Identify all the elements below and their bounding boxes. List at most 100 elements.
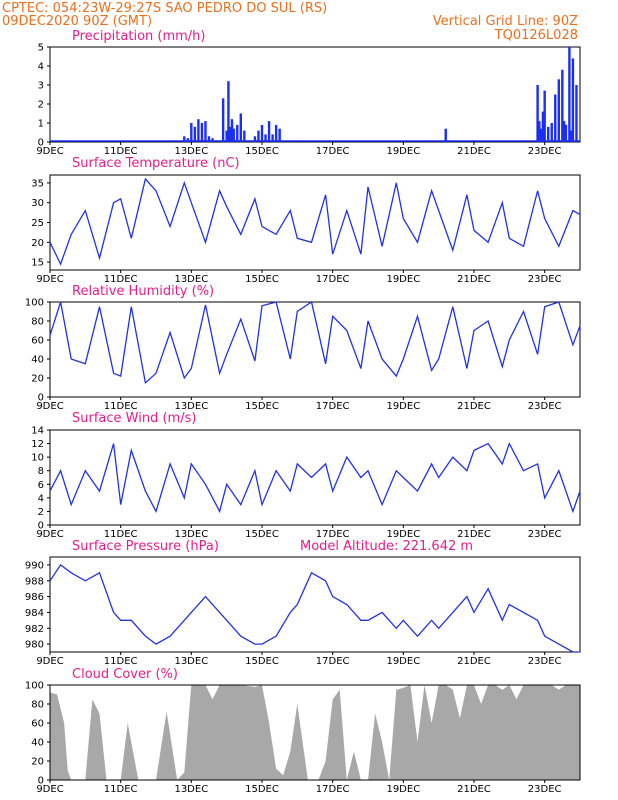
pressure-xtick-label: 13DEC: [174, 656, 208, 667]
precip-bar: [200, 123, 204, 142]
pressure-ytick-label: 990: [25, 560, 44, 571]
wind-ytick-label: 6: [38, 480, 44, 491]
precip-bar: [211, 138, 214, 142]
temp-xtick-label: 11DEC: [104, 274, 138, 285]
precip-bar: [183, 136, 186, 142]
pressure-series-line: [49, 563, 580, 653]
precip-bar: [543, 90, 546, 142]
wind-xtick-label: 13DEC: [174, 529, 208, 540]
rh-ytick-label: 80: [31, 317, 44, 328]
precip-bar: [197, 119, 200, 142]
temp-panel: 15 20 25 30 35 9DEC 11DEC 13DEC 15DEC 17DEC 19DEC 2…: [31, 174, 581, 285]
rh-xtick-label: 9DEC: [36, 401, 63, 412]
precip-bar: [260, 124, 264, 142]
precip-bar: [536, 85, 539, 142]
precip-bar: [225, 130, 228, 142]
rh-ytick-label: 100: [25, 298, 44, 309]
header-date: 09DEC2020 90Z (GMT): [2, 14, 152, 29]
precip-ytick-label: 4: [38, 62, 44, 73]
pressure-ytick-label: 984: [25, 608, 44, 619]
rh-series-line: [49, 300, 581, 385]
cloud-series-area: [50, 685, 580, 780]
temp-xtick-label: 19DEC: [386, 274, 420, 285]
pressure-panel: 980 982 984 986 988 990 9DEC 11DEC 13DEC 15DEC 17D…: [25, 556, 581, 667]
pressure-ytick-label: 986: [25, 592, 44, 603]
pressure-xtick-label: 15DEC: [245, 656, 279, 667]
temp-xtick-label: 13DEC: [174, 274, 208, 285]
precip-bar: [550, 123, 553, 142]
cloud-xtick-label: 9DEC: [36, 784, 63, 795]
precip-bar: [207, 136, 211, 142]
model-altitude: Model Altitude: 221.642 m: [300, 539, 473, 554]
rh-ytick-label: 20: [31, 374, 44, 385]
precip-bar: [230, 119, 234, 142]
rh-xtick-label: 19DEC: [386, 401, 420, 412]
wind-xtick-label: 23DEC: [528, 529, 562, 540]
wind-ytick-label: 0: [38, 521, 44, 532]
rh-xtick-label: 17DEC: [316, 401, 350, 412]
precip-ytick-label: 0: [38, 138, 44, 149]
precip-bar: [444, 128, 447, 142]
pressure-title: Surface Pressure (hPa): [72, 539, 219, 554]
precip-bar: [193, 126, 197, 142]
precip-bar: [257, 130, 260, 142]
temp-xtick-label: 15DEC: [245, 274, 279, 285]
pressure-xtick-label: 11DEC: [104, 656, 138, 667]
wind-ytick-label: 14: [31, 426, 44, 437]
pressure-frame: [49, 556, 581, 653]
cloud-ytick-label: 20: [31, 757, 44, 768]
rh-xtick-label: 23DEC: [528, 401, 562, 412]
cloud-xtick-label: 15DEC: [245, 784, 279, 795]
cloud-ytick-label: 40: [31, 738, 44, 749]
wind-xtick-label: 9DEC: [36, 529, 63, 540]
cloud-ytick-label: 80: [31, 700, 44, 711]
precip-bar: [190, 123, 193, 142]
wind-ytick-label: 2: [38, 507, 44, 518]
rh-title: Relative Humidity (%): [72, 284, 214, 299]
wind-xtick-label: 21DEC: [457, 529, 491, 540]
temp-xtick-label: 9DEC: [36, 274, 63, 285]
pressure-ytick-label: 988: [25, 576, 44, 587]
precip-xtick-label: 9DEC: [36, 146, 63, 157]
precip-xtick-label: 19DEC: [386, 146, 420, 157]
precip-panel: 0 1 2 3 4 5 9DEC 11DEC 13DEC 15DEC 17DEC 19DEC 21DEC…: [36, 43, 581, 157]
precip-bar: [227, 81, 230, 142]
rh-xtick-label: 15DEC: [245, 401, 279, 412]
rh-xtick-label: 11DEC: [104, 401, 138, 412]
rh-ytick-label: 40: [31, 355, 44, 366]
cloud-frame-top: [49, 684, 581, 781]
rh-ytick-label: 60: [31, 336, 44, 347]
header-grid-line: Vertical Grid Line: 90Z: [433, 14, 578, 29]
precip-bar: [541, 111, 545, 142]
temp-series-line: [49, 177, 581, 266]
precip-bar: [557, 79, 560, 142]
precip-xtick-label: 17DEC: [316, 146, 350, 157]
precip-bar: [538, 121, 541, 142]
temp-xtick-label: 23DEC: [528, 274, 562, 285]
rh-frame: [49, 301, 581, 398]
pressure-xtick-label: 17DEC: [316, 656, 350, 667]
precip-bar: [253, 136, 257, 142]
pressure-xtick-label: 23DEC: [528, 656, 562, 667]
precip-bar: [561, 69, 564, 142]
wind-ytick-label: 12: [31, 439, 44, 450]
cloud-xtick-label: 21DEC: [457, 784, 491, 795]
precip-bar: [562, 121, 566, 142]
pressure-ytick-label: 980: [25, 640, 44, 651]
header-source: CPTEC: 054:23W-29:27S SAO PEDRO DO SUL (…: [2, 1, 327, 16]
temp-frame: [49, 174, 581, 271]
pressure-xtick-label: 21DEC: [457, 656, 491, 667]
precip-bar: [239, 113, 242, 142]
precip-bar: [236, 124, 239, 142]
precip-bar: [204, 121, 207, 142]
cloud-xtick-label: 13DEC: [174, 784, 208, 795]
rh-panel: 0 20 40 60 80 100 9DEC 11DEC 13DEC 15DEC 17DEC 19DE…: [25, 298, 581, 412]
temp-ytick-label: 15: [31, 258, 44, 269]
precip-title: Precipitation (mm/h): [72, 29, 205, 44]
header-code: TQ0126L028: [494, 28, 578, 43]
pressure-xtick-label: 9DEC: [36, 656, 63, 667]
precip-ytick-label: 1: [38, 119, 44, 130]
precip-bar: [568, 47, 571, 142]
precip-bar: [243, 130, 246, 142]
